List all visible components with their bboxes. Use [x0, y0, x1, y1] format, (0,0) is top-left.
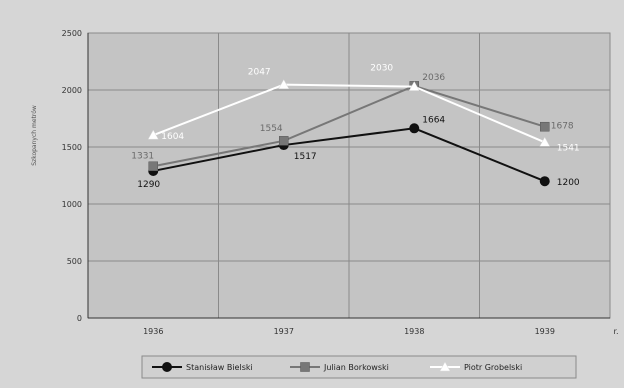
legend-item: Julian Borkowski	[290, 362, 389, 372]
data-point	[408, 81, 420, 91]
y-tick-label: 0	[77, 314, 82, 323]
legend: Stanisław Bielski Julian Borkowski Piotr G…	[141, 355, 577, 379]
y-tick-label: 500	[67, 257, 82, 266]
y-tick-label: 1000	[62, 200, 82, 209]
data-point	[539, 136, 551, 147]
data-label: 1664	[422, 115, 445, 125]
axes	[87, 33, 610, 319]
data-label: 1331	[131, 151, 154, 161]
series-group: 1290 1517 1664 1200 1331 1554 2036 1678 1604 2047…	[131, 64, 580, 190]
y-tick-label: 2000	[62, 86, 82, 95]
series-line	[152, 83, 546, 144]
data-label: 1678	[551, 122, 574, 132]
y-axis-label: Szkopanych metrów	[31, 105, 38, 166]
data-label: 2036	[422, 73, 445, 83]
legend-box	[141, 355, 577, 379]
data-label: 2030	[370, 64, 393, 74]
data-label: 1541	[557, 143, 580, 153]
y-tick-labels: 0 500 1000 1500 2000 2500	[62, 29, 82, 323]
x-tick-labels: 1936 1937 1938 1939	[143, 327, 555, 336]
legend-label: Julian Borkowski	[323, 363, 389, 372]
legend-marker	[162, 362, 172, 372]
series-3: 1604 2047 2030 1541	[147, 64, 580, 153]
data-label: 1200	[557, 178, 580, 188]
legend-label: Piotr Grobelski	[464, 363, 522, 372]
data-label: 1517	[294, 152, 317, 162]
series-line	[153, 127, 546, 183]
data-point	[409, 123, 420, 134]
x-tick-label: 1938	[404, 327, 424, 336]
x-tick-label: 1937	[274, 327, 294, 336]
legend-marker	[300, 362, 310, 372]
data-point	[147, 129, 159, 140]
data-label: 1554	[260, 124, 283, 134]
y-tick-label: 2500	[62, 29, 82, 38]
legend-label: Stanisław Bielski	[186, 363, 253, 372]
data-label: 1604	[161, 132, 184, 142]
data-point	[539, 176, 550, 187]
data-point	[279, 136, 289, 146]
series-line	[153, 84, 546, 168]
x-axis-extra-label: r.	[613, 327, 618, 336]
data-point	[148, 161, 158, 172]
gridlines	[88, 32, 610, 318]
x-tick-label: 1939	[535, 327, 555, 336]
data-point	[540, 121, 550, 132]
y-tick-label: 1500	[62, 143, 82, 152]
x-tick-label: 1936	[143, 327, 163, 336]
legend-item: Piotr Grobelski	[430, 361, 522, 372]
data-label: 2047	[248, 68, 271, 78]
data-point	[278, 79, 290, 89]
legend-item: Stanisław Bielski	[152, 362, 253, 372]
legend-marker	[439, 361, 451, 372]
data-label: 1290	[137, 180, 160, 190]
